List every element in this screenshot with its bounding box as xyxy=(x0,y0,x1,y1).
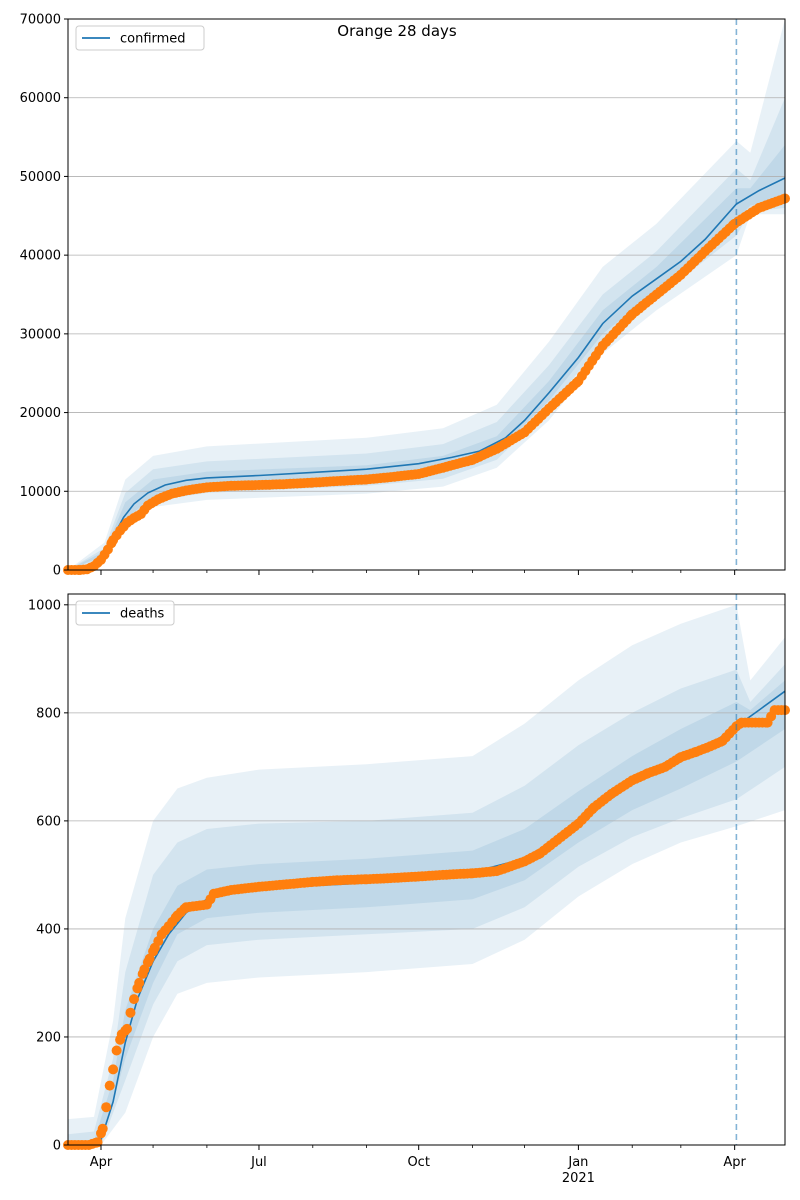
deaths-legend-box xyxy=(75,600,175,626)
deaths-observed-point xyxy=(129,994,139,1005)
confirmed-axes: 0 10000 20000 30000 40000 50000 60000 70000 xyxy=(20,13,786,579)
deaths-y-tick-label: 0 xyxy=(53,1139,61,1154)
confirmed-legend-label: confirmed xyxy=(120,32,186,47)
deaths-band-middle xyxy=(68,664,785,1145)
deaths-y-tick-label: 1000 xyxy=(28,598,61,613)
confirmed-y-tick-label: 70000 xyxy=(20,13,61,28)
deaths-y-tick-label: 200 xyxy=(36,1030,61,1045)
confirmed-y-tick-label: 50000 xyxy=(20,170,61,185)
deaths-observed-point xyxy=(134,977,145,988)
confirmed-y-tick-label: 20000 xyxy=(20,406,61,421)
deaths-x-tick-label: Jul xyxy=(250,1155,267,1170)
deaths-legend-label: deaths xyxy=(120,607,165,622)
confirmed-y-tick-label: 40000 xyxy=(20,249,61,264)
confirmed-y-tick-label: 30000 xyxy=(20,327,61,342)
deaths-x-tick-label: Jan xyxy=(567,1155,588,1170)
deaths-x-tick-label: Apr xyxy=(90,1155,113,1170)
confirmed-y-tick-label: 0 xyxy=(53,564,61,579)
deaths-x-tick-label: Apr xyxy=(723,1155,746,1170)
deaths-y-tick-label: 600 xyxy=(36,814,61,829)
deaths-observed-points xyxy=(63,705,790,1150)
deaths-x-tick-label: Oct xyxy=(407,1155,429,1170)
deaths-legend: deaths xyxy=(75,600,175,626)
confirmed-chart: 0 10000 20000 30000 40000 50000 60000 70000 con… xyxy=(20,13,790,579)
deaths-observed-point xyxy=(111,1045,122,1056)
deaths-y-tick-label: 800 xyxy=(36,706,61,721)
confirmed-observed-points xyxy=(63,193,790,575)
deaths-observed-point xyxy=(101,1102,112,1113)
deaths-observed-point xyxy=(97,1123,108,1134)
figure-title: Orange 28 days xyxy=(337,22,457,40)
confirmed-y-tick-label: 60000 xyxy=(20,91,61,106)
confirmed-legend: confirmed xyxy=(75,25,205,51)
deaths-observed-point xyxy=(122,1023,132,1034)
deaths-observed-point xyxy=(125,1007,136,1018)
deaths-x-tick-sublabel: 2021 xyxy=(562,1171,595,1186)
confirmed-legend-box xyxy=(75,25,205,51)
confirmed-y-tick-label: 10000 xyxy=(20,485,61,500)
deaths-axes-frame xyxy=(67,593,786,1146)
deaths-observed-point xyxy=(104,1080,115,1091)
confirmed-axes-frame xyxy=(67,18,786,571)
deaths-observed-point xyxy=(108,1064,119,1075)
deaths-y-tick-label: 400 xyxy=(36,922,61,937)
